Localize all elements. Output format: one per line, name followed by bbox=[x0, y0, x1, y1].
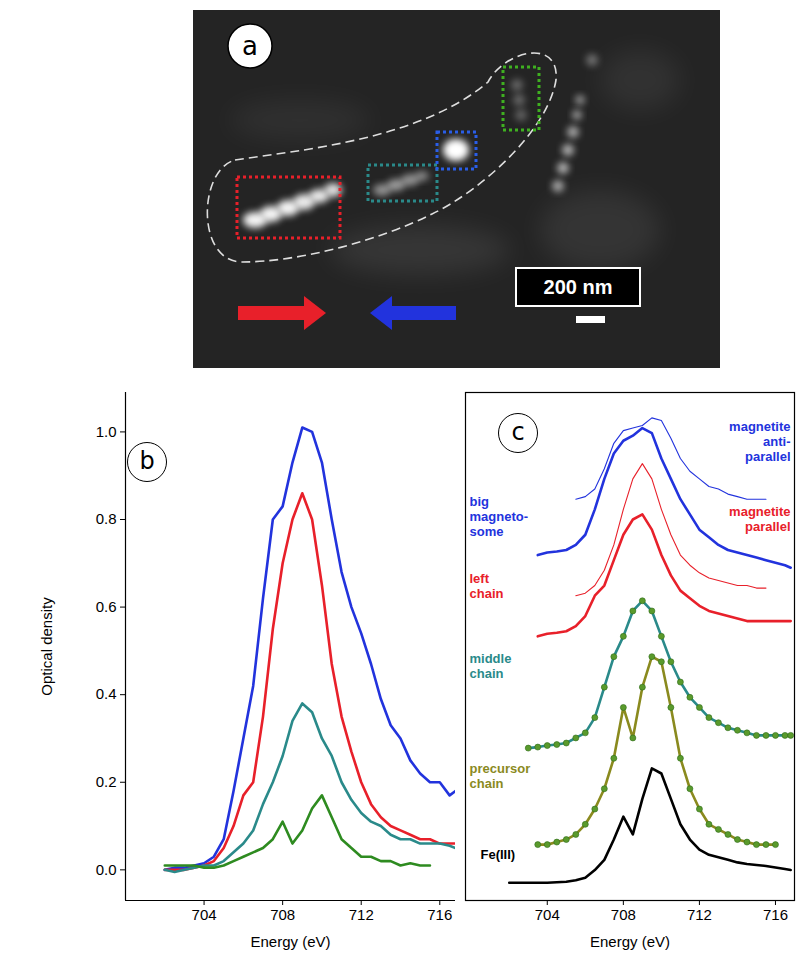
svg-text:0.0: 0.0 bbox=[96, 861, 117, 878]
svg-text:708: 708 bbox=[611, 906, 636, 923]
svg-text:1.0: 1.0 bbox=[96, 423, 117, 440]
svg-text:200 nm: 200 nm bbox=[544, 276, 613, 298]
svg-text:708: 708 bbox=[270, 906, 295, 923]
svg-text:716: 716 bbox=[763, 906, 788, 923]
html-text:c: c bbox=[511, 418, 525, 446]
svg-text:0.4: 0.4 bbox=[96, 685, 117, 702]
svg-text:712: 712 bbox=[349, 906, 374, 923]
html-text:b: b bbox=[139, 447, 155, 475]
svg-text:Energy (eV): Energy (eV) bbox=[590, 933, 670, 950]
svg-text:bigmagneto-some: bigmagneto-some bbox=[470, 494, 529, 539]
svg-text:704: 704 bbox=[535, 906, 560, 923]
svg-text:precursorchain: precursorchain bbox=[470, 761, 531, 791]
svg-text:704: 704 bbox=[192, 906, 217, 923]
svg-text:Fe(III): Fe(III) bbox=[481, 847, 516, 862]
svg-text:Energy (eV): Energy (eV) bbox=[250, 933, 330, 950]
svg-text:middlechain: middlechain bbox=[470, 651, 512, 681]
svg-text:0.6: 0.6 bbox=[96, 598, 117, 615]
svg-text:716: 716 bbox=[427, 906, 452, 923]
svg-text:a: a bbox=[242, 31, 258, 61]
svg-text:Optical density: Optical density bbox=[38, 597, 55, 696]
svg-text:magnetiteanti-parallel: magnetiteanti-parallel bbox=[729, 419, 790, 464]
svg-text:leftchain: leftchain bbox=[470, 571, 504, 601]
svg-text:magnetiteparallel: magnetiteparallel bbox=[729, 504, 790, 534]
svg-text:0.8: 0.8 bbox=[96, 510, 117, 527]
svg-text:712: 712 bbox=[687, 906, 712, 923]
svg-text:0.2: 0.2 bbox=[96, 773, 117, 790]
